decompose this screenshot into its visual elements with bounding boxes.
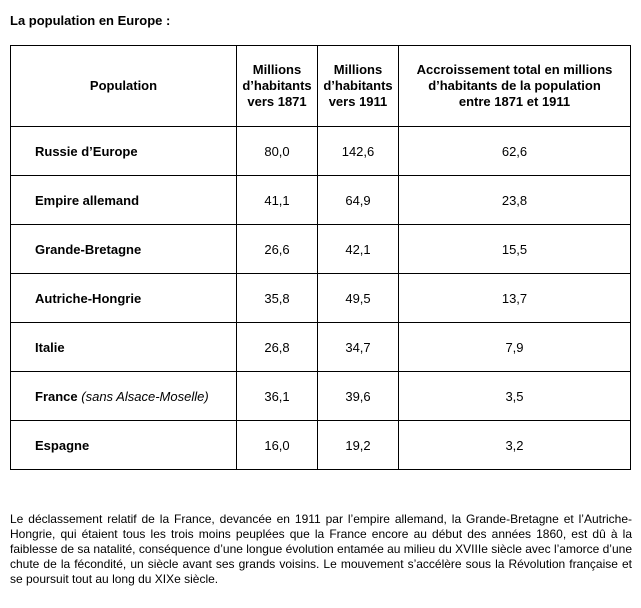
growth-cell: 23,8 <box>398 175 631 225</box>
value-1871-cell: 16,0 <box>236 420 318 470</box>
country-name: Empire allemand <box>35 192 140 208</box>
table-row: Italie 26,8 34,7 7,9 <box>10 322 631 372</box>
country-name: Russie d’Europe <box>35 143 138 159</box>
table-header-row: Population Millions d’habitants vers 187… <box>10 45 631 127</box>
country-cell: Empire allemand <box>10 175 237 225</box>
value-1911-cell: 19,2 <box>317 420 399 470</box>
value-1911-cell: 49,5 <box>317 273 399 323</box>
country-name: Grande-Bretagne <box>35 241 142 257</box>
value-1871-cell: 26,6 <box>236 224 318 274</box>
country-name: France <box>35 388 78 404</box>
growth-cell: 3,5 <box>398 371 631 421</box>
value-1911-cell: 39,6 <box>317 371 399 421</box>
value-1911-cell: 42,1 <box>317 224 399 274</box>
population-table: Population Millions d’habitants vers 187… <box>10 45 631 470</box>
table-row: Autriche-Hongrie 35,8 49,5 13,7 <box>10 273 631 323</box>
growth-cell: 62,6 <box>398 126 631 176</box>
country-cell: Russie d’Europe <box>10 126 237 176</box>
country-cell: France (sans Alsace-Moselle) <box>10 371 237 421</box>
table-row: Grande-Bretagne 26,6 42,1 15,5 <box>10 224 631 274</box>
table-row: Empire allemand 41,1 64,9 23,8 <box>10 175 631 225</box>
commentary-paragraph: Le déclassement relatif de la France, de… <box>10 512 632 586</box>
growth-cell: 13,7 <box>398 273 631 323</box>
country-name: Autriche-Hongrie <box>35 290 142 306</box>
table-row: Russie d’Europe 80,0 142,6 62,6 <box>10 126 631 176</box>
country-cell: Espagne <box>10 420 237 470</box>
growth-cell: 3,2 <box>398 420 631 470</box>
column-header-population: Population <box>10 45 237 127</box>
value-1871-cell: 26,8 <box>236 322 318 372</box>
growth-cell: 15,5 <box>398 224 631 274</box>
value-1871-cell: 35,8 <box>236 273 318 323</box>
value-1911-cell: 142,6 <box>317 126 399 176</box>
country-cell: Autriche-Hongrie <box>10 273 237 323</box>
country-cell: Italie <box>10 322 237 372</box>
table-row: Espagne 16,0 19,2 3,2 <box>10 420 631 470</box>
value-1871-cell: 36,1 <box>236 371 318 421</box>
value-1911-cell: 34,7 <box>317 322 399 372</box>
value-1871-cell: 41,1 <box>236 175 318 225</box>
country-name: Espagne <box>35 437 90 453</box>
page-title: La population en Europe : <box>10 13 171 28</box>
value-1871-cell: 80,0 <box>236 126 318 176</box>
country-cell: Grande-Bretagne <box>10 224 237 274</box>
table-row: France (sans Alsace-Moselle) 36,1 39,6 3… <box>10 371 631 421</box>
value-1911-cell: 64,9 <box>317 175 399 225</box>
country-note: (sans Alsace-Moselle) <box>81 388 209 404</box>
country-name: Italie <box>35 339 65 355</box>
column-header-growth: Accroissement total en millions d’habita… <box>398 45 631 127</box>
growth-cell: 7,9 <box>398 322 631 372</box>
column-header-1871: Millions d’habitants vers 1871 <box>236 45 318 127</box>
column-header-1911: Millions d’habitants vers 1911 <box>317 45 399 127</box>
